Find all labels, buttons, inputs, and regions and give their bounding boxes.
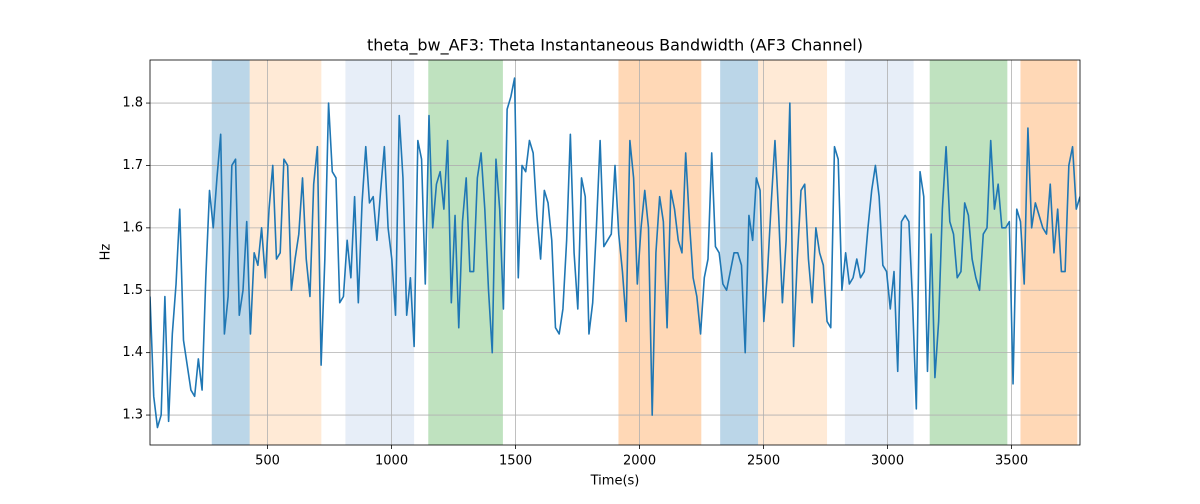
x-tick-label: 1500 bbox=[499, 454, 532, 469]
lines bbox=[150, 77, 1080, 429]
shaded-span bbox=[618, 60, 702, 445]
chart-title: theta_bw_AF3: Theta Instantaneous Bandwi… bbox=[367, 36, 863, 56]
x-tick-label: 500 bbox=[255, 454, 280, 469]
shaded-span bbox=[844, 60, 914, 445]
x-tick-label: 2500 bbox=[747, 454, 780, 469]
y-tick-label: 1.8 bbox=[122, 96, 143, 111]
y-tick-label: 1.6 bbox=[122, 220, 143, 235]
data-line bbox=[150, 77, 1080, 429]
y-tick-label: 1.4 bbox=[122, 345, 143, 360]
x-tick-label: 2000 bbox=[623, 454, 656, 469]
spans bbox=[211, 60, 1078, 445]
y-tick-label: 1.3 bbox=[122, 408, 143, 423]
axes-frame bbox=[149, 59, 1081, 446]
shaded-span bbox=[720, 60, 759, 445]
y-axis-label: Hz bbox=[99, 244, 114, 261]
shaded-span bbox=[428, 60, 503, 445]
shaded-span bbox=[249, 60, 322, 445]
shaded-span bbox=[929, 60, 1008, 445]
x-tick-label: 3000 bbox=[871, 454, 904, 469]
x-tick-label: 1000 bbox=[375, 454, 408, 469]
ticks: 500 1000 1500 2000 2500 3000 3500 1.3 1.4 1.5 1.6 1… bbox=[122, 96, 1028, 469]
y-tick-label: 1.5 bbox=[122, 283, 143, 298]
y-tick-label: 1.7 bbox=[122, 158, 143, 173]
shaded-span bbox=[1020, 60, 1078, 445]
shaded-span bbox=[345, 60, 415, 445]
x-axis-label: Time(s) bbox=[590, 474, 640, 489]
shaded-span bbox=[211, 60, 250, 445]
x-tick-label: 3500 bbox=[995, 454, 1028, 469]
